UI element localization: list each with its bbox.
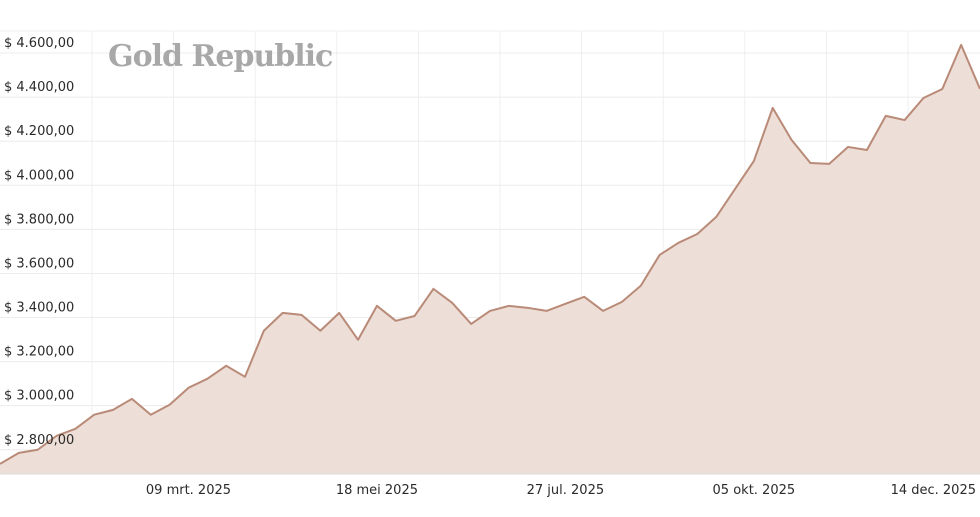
y-tick-label: $ 2.800,00 [4, 433, 74, 448]
watermark: Gold Republic [108, 39, 332, 74]
y-tick-label: $ 3.000,00 [4, 389, 74, 404]
y-tick-label: $ 3.200,00 [4, 345, 74, 360]
area [0, 44, 980, 475]
y-tick-label: $ 4.400,00 [4, 80, 74, 95]
line [0, 43, 980, 465]
y-tick-label: $ 4.600,00 [4, 36, 74, 51]
x-tick-label: 14 dec. 2025 [891, 483, 976, 498]
x-tick-label: 18 mei 2025 [336, 483, 418, 498]
y-tick-label: $ 3.600,00 [4, 256, 74, 271]
y-tick-label: $ 4.200,00 [4, 124, 74, 139]
y-tick-label: $ 3.800,00 [4, 212, 74, 227]
x-tick-label: 09 mrt. 2025 [146, 483, 231, 498]
y-tick-label: $ 4.000,00 [4, 168, 74, 183]
x-tick-label: 27 jul. 2025 [527, 483, 605, 498]
x-tick-label: 05 okt. 2025 [713, 483, 796, 498]
y-tick-label: $ 3.400,00 [4, 301, 74, 316]
